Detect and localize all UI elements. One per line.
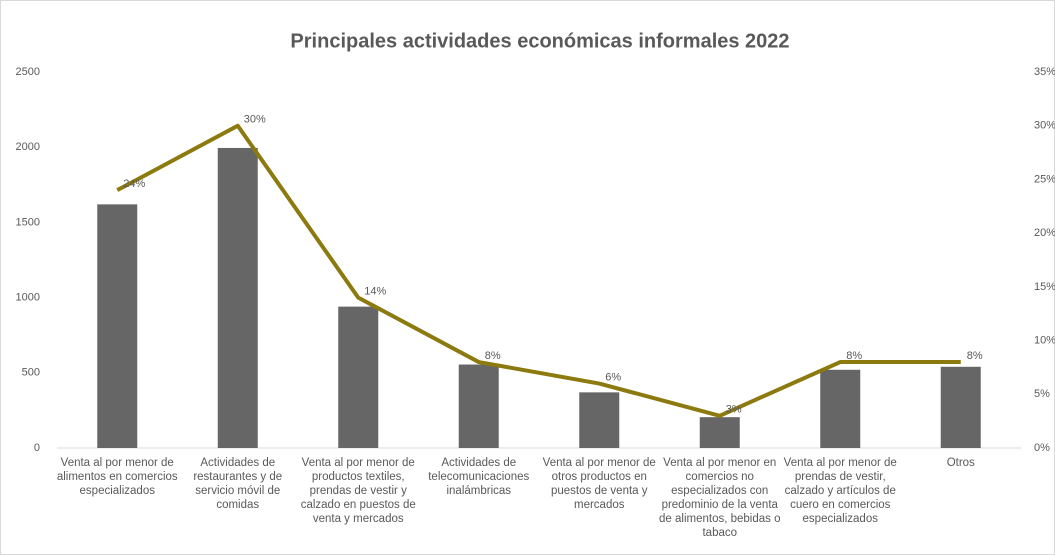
data-label: 14% (364, 286, 386, 298)
y2-tick-label: 10% (1034, 334, 1055, 346)
bar (217, 147, 258, 448)
x-tick-label: Venta al por menor en comercios no espec… (659, 457, 781, 539)
y-tick-label: 2000 (16, 141, 40, 153)
data-label: 8% (846, 350, 862, 362)
data-label: 6% (605, 371, 621, 383)
bar (338, 306, 379, 448)
y-tick-label: 1500 (16, 216, 40, 228)
y2-tick-label: 30% (1034, 120, 1055, 132)
data-label: 24% (123, 178, 145, 190)
y2-tick-label: 20% (1034, 227, 1055, 239)
y2-tick-label: 5% (1034, 388, 1050, 400)
x-tick-label: Venta al por menor de prendas de vestir,… (783, 457, 897, 525)
x-tick-label: Venta al por menor de productos textiles… (300, 457, 416, 525)
y-tick-label: 2500 (16, 66, 40, 78)
x-tick-label: Otros (946, 457, 975, 469)
data-label: 30% (244, 114, 266, 126)
data-label: 3% (726, 404, 742, 416)
x-tick-label: Actividades de telecomunicaciones inalám… (428, 457, 530, 497)
y2-tick-label: 0% (1034, 442, 1050, 454)
x-tick-label: Venta al por menor de otros productos en… (542, 457, 656, 511)
data-label: 8% (967, 350, 983, 362)
y2-tick-label: 15% (1034, 281, 1055, 293)
y-tick-label: 1000 (16, 292, 40, 304)
x-tick-label: Actividades de restaurantes y de servici… (193, 457, 283, 511)
y-tick-label: 500 (22, 367, 40, 379)
bar (458, 364, 499, 448)
chart-title: Principales actividades económicas infor… (290, 30, 789, 52)
bar (97, 204, 138, 448)
line (116, 123, 961, 418)
bar (699, 417, 740, 448)
bar (579, 392, 620, 448)
bar (940, 366, 981, 448)
y2-tick-label: 35% (1034, 66, 1055, 78)
bar (820, 369, 861, 448)
data-label: 8% (485, 350, 501, 362)
y2-tick-label: 25% (1034, 173, 1055, 185)
y-tick-label: 0 (34, 442, 40, 454)
x-tick-label: Venta al por menor de alimentos en comer… (56, 457, 178, 497)
